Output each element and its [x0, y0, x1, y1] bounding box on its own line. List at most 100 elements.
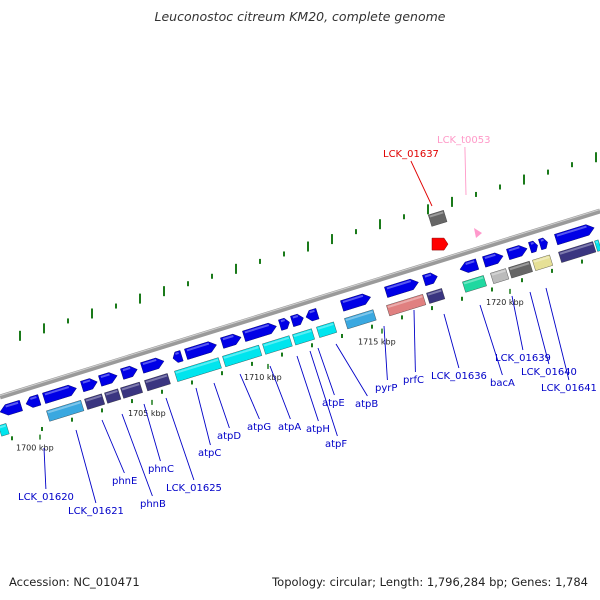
gene-label: atpH	[306, 424, 330, 435]
genome-backbone	[0, 208, 600, 400]
gene-arrow	[242, 322, 277, 342]
scale-tick-label: 1715 kbp	[358, 338, 396, 347]
cog-box-shape	[508, 260, 533, 279]
gene-arrow	[340, 293, 371, 312]
cog-box	[558, 241, 597, 263]
gene-arrow-highlight	[292, 315, 299, 319]
cog-box-highlight	[559, 242, 593, 255]
gene-arrow	[506, 245, 528, 261]
cog-box-shape	[104, 388, 122, 404]
cog-box	[262, 335, 293, 355]
gene-arrow-highlight	[530, 241, 534, 245]
label-leader-line	[101, 419, 125, 474]
label-leader-line	[545, 287, 570, 381]
gene-label: LCK_01637	[383, 149, 439, 160]
gene-arrow	[482, 252, 504, 268]
feature-tracks	[0, 210, 600, 437]
map-title: Leuconostoc citreum KM20, complete genom…	[154, 9, 446, 24]
gene-arrow-shape	[140, 357, 165, 374]
cog-box	[386, 294, 427, 317]
cog-box-highlight	[463, 276, 484, 285]
gene-label: prfC	[403, 375, 424, 386]
gene-label: LCK_01620	[18, 492, 74, 503]
cog-box	[292, 328, 315, 346]
gene-arrow-shape	[120, 365, 138, 380]
cog-box-highlight	[429, 211, 444, 218]
cog-box	[426, 288, 446, 304]
cog-box-shape	[426, 288, 446, 304]
cog-box-shape	[532, 254, 554, 271]
gene-label: LCK_01641	[541, 383, 597, 394]
gene-arrow	[538, 237, 548, 251]
gene-arrow-shape	[0, 399, 23, 416]
label-leader-line	[165, 397, 195, 481]
cog-box-highlight	[509, 262, 530, 271]
label-leader-line	[213, 382, 230, 429]
gene-arrow	[278, 317, 290, 331]
cog-box-highlight	[121, 383, 140, 391]
scale-tick-label: 1700 kbp	[16, 444, 54, 453]
gene-arrow-highlight	[309, 309, 315, 314]
label-leader-line	[143, 403, 161, 462]
gene-arrow	[384, 278, 419, 298]
gene-arrow-shape	[459, 258, 480, 273]
gene-arrow-shape	[538, 237, 548, 251]
cog-box-shape	[344, 309, 377, 330]
cog-box	[46, 400, 85, 422]
label-leader-line	[296, 355, 319, 422]
cog-box-highlight	[145, 374, 168, 384]
gene-arrow	[220, 333, 242, 349]
gene-arrow-highlight	[244, 324, 270, 334]
gene-arrow-highlight	[556, 225, 587, 237]
cog-box-shape	[386, 294, 427, 317]
label-leader-line	[75, 429, 97, 504]
gene-arrow-shape	[220, 333, 242, 349]
gene-arrow	[25, 394, 42, 408]
gene-label: atpB	[355, 399, 378, 410]
gene-arrow-shape	[482, 252, 504, 268]
cog-box	[222, 344, 263, 368]
gene-arrow-highlight	[222, 335, 234, 341]
cog-box	[532, 254, 554, 271]
gene-arrow	[120, 365, 138, 380]
cog-box-highlight	[595, 241, 599, 244]
gene-arrow-highlight	[386, 280, 412, 290]
gene-label: LCK_01636	[431, 371, 487, 382]
gene-label: LCK_01625	[166, 483, 222, 494]
gene-label: atpE	[322, 398, 345, 409]
label-leader-line	[529, 291, 550, 365]
genome-summary-text: Topology: circular; Length: 1,796,284 bp…	[272, 575, 588, 589]
gene-arrow	[172, 350, 184, 363]
label-leader-line	[43, 447, 47, 490]
gene-arrow-highlight	[508, 246, 520, 252]
gene-arrow-highlight	[465, 260, 475, 265]
gene-arrow-shape	[278, 317, 290, 331]
gene-label: LCK_01639	[495, 353, 551, 364]
label-leader-line	[511, 295, 524, 351]
label-leader-line	[464, 146, 467, 196]
gene-arrow-highlight	[175, 351, 179, 355]
cog-box-highlight	[345, 310, 373, 322]
gene-label: atpD	[217, 431, 241, 442]
gene-arrow-highlight	[44, 386, 70, 396]
cog-box	[144, 373, 171, 392]
cog-box-highlight	[223, 346, 259, 359]
gene-label: LCK_t0053	[437, 135, 490, 146]
gene-arrow-shape	[506, 245, 528, 261]
gene-arrow-highlight	[30, 396, 37, 400]
gene-arrow-shape	[184, 341, 217, 360]
cog-box-highlight	[533, 256, 550, 263]
gene-arrow	[98, 372, 118, 387]
gene-arrow-shape	[340, 293, 371, 312]
cog-box	[462, 275, 487, 293]
gene-label: phnB	[140, 499, 166, 510]
cog-box-shape	[292, 328, 315, 346]
gene-arrow-shape	[528, 240, 538, 254]
accession-text: Accession: NC_010471	[9, 575, 140, 589]
gene-label: bacA	[490, 378, 515, 389]
cog-box-shape	[120, 381, 143, 399]
cog-box-shape	[558, 241, 597, 263]
cog-box	[120, 381, 143, 399]
gene-arrow-shape	[305, 308, 320, 322]
